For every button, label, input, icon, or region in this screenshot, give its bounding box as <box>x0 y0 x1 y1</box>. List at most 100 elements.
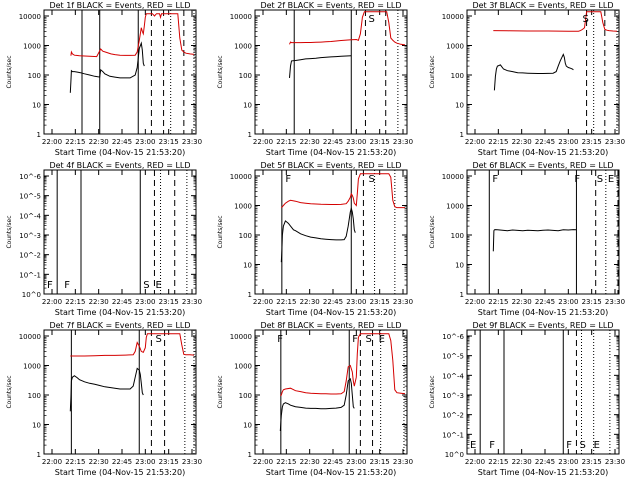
y-tick-label: 10^-1 <box>19 271 41 279</box>
y-tick-label: 10000 <box>230 13 252 21</box>
y-tick-label: 10 <box>243 422 252 430</box>
panel-det-4: Det 4f BLACK = Events, RED = LLD Counts/s… <box>6 161 202 317</box>
marker-letter: S <box>368 14 374 25</box>
marker-letter: S <box>368 174 374 185</box>
y-tick-label: 1 <box>248 451 252 459</box>
x-tick-label: 23:15 <box>159 298 179 306</box>
x-tick-label: 22:00 <box>42 298 62 306</box>
y-tick-label: 10^0 <box>22 291 41 299</box>
y-tick-label: 10 <box>243 102 252 110</box>
y-tick-label: 100 <box>239 72 252 80</box>
x-tick-label: 22:15 <box>65 298 85 306</box>
x-tick-label: 22:15 <box>276 298 296 306</box>
y-tick-label: 10 <box>32 422 41 430</box>
chart-title: Det 5f BLACK = Events, RED = LLD <box>260 161 401 170</box>
y-axis-label: Counts/sec <box>429 55 436 88</box>
x-axis-label: Start Time (04-Nov-15 21:53:20) <box>478 308 608 317</box>
x-tick-label: 23:00 <box>558 138 578 146</box>
x-tick-label: 23:00 <box>346 298 366 306</box>
x-tick-label: 22:30 <box>512 298 532 306</box>
x-tick-label: 22:00 <box>465 298 485 306</box>
x-tick-label: 23:15 <box>159 458 179 466</box>
x-tick-label: 22:15 <box>488 458 508 466</box>
plot-frame <box>254 169 408 295</box>
x-tick-label: 22:00 <box>253 298 273 306</box>
x-tick-label: 22:45 <box>535 458 555 466</box>
y-tick-label: 10 <box>455 262 464 270</box>
y-tick-label: 100 <box>451 232 464 240</box>
y-tick-label: 10^-6 <box>19 173 41 181</box>
x-tick-label: 22:45 <box>112 138 132 146</box>
x-tick-label: 23:15 <box>370 138 390 146</box>
y-tick-label: 10 <box>455 102 464 110</box>
y-tick-label: 1 <box>460 291 464 299</box>
plot-frame <box>43 329 197 455</box>
x-tick-label: 23:00 <box>135 458 155 466</box>
plot-frame <box>466 9 620 135</box>
x-tick-label: 22:15 <box>276 138 296 146</box>
panel-det-7: Det 7f BLACK = Events, RED = LLD Counts/s… <box>6 321 202 477</box>
x-axis-label: Start Time (04-Nov-15 21:53:20) <box>266 148 396 157</box>
x-tick-label: 23:00 <box>558 298 578 306</box>
plot-area <box>479 330 611 454</box>
y-tick-label: 10^-1 <box>442 431 464 439</box>
y-tick-label: 10^-4 <box>442 372 464 380</box>
x-tick-label: 23:00 <box>558 458 578 466</box>
x-tick-label: 22:30 <box>300 298 320 306</box>
x-axis-label: Start Time (04-Nov-15 21:53:20) <box>55 148 185 157</box>
marker-letter: F <box>64 280 70 291</box>
x-tick-label: 23:00 <box>346 458 366 466</box>
plot-area <box>69 330 195 454</box>
panel-det-5: Det 5f BLACK = Events, RED = LLD Counts/s… <box>217 161 413 317</box>
x-tick-label: 22:45 <box>112 298 132 306</box>
x-tick-label: 23:30 <box>605 138 625 146</box>
marker-letter: S <box>579 440 585 451</box>
y-tick-label: 10000 <box>19 13 41 21</box>
plot-area <box>488 170 619 294</box>
x-tick-label: 23:30 <box>393 458 413 466</box>
y-axis-label: Counts/sec <box>217 215 224 248</box>
lld-series-line <box>493 11 618 32</box>
x-tick-label: 23:30 <box>182 298 202 306</box>
x-tick-label: 22:45 <box>323 138 343 146</box>
events-series-line <box>69 367 144 412</box>
x-tick-label: 22:45 <box>112 458 132 466</box>
events-series-line <box>280 206 356 263</box>
y-tick-label: 10^-5 <box>19 193 41 201</box>
marker-letter: E <box>470 440 476 451</box>
chart-title: Det 2f BLACK = Events, RED = LLD <box>260 1 401 10</box>
x-tick-label: 22:15 <box>488 298 508 306</box>
x-tick-label: 23:30 <box>393 138 413 146</box>
plot-frame <box>466 169 620 295</box>
y-tick-label: 1000 <box>446 203 464 211</box>
y-tick-label: 100 <box>239 392 252 400</box>
y-tick-label: 1000 <box>234 203 252 211</box>
marker-letter: S <box>143 280 149 291</box>
x-tick-label: 23:00 <box>135 138 155 146</box>
y-tick-label: 10^-6 <box>442 333 464 341</box>
x-tick-label: 22:00 <box>465 458 485 466</box>
marker-letter: S <box>365 334 371 345</box>
plot-frame <box>466 329 620 455</box>
x-tick-label: 22:45 <box>323 458 343 466</box>
y-tick-label: 10^-2 <box>442 412 464 420</box>
x-tick-label: 22:45 <box>323 298 343 306</box>
chart-title: Det 4f BLACK = Events, RED = LLD <box>49 161 190 170</box>
y-tick-label: 1 <box>248 131 252 139</box>
x-tick-label: 22:45 <box>535 298 555 306</box>
events-series-line <box>69 41 145 93</box>
y-tick-label: 10^-3 <box>442 392 464 400</box>
y-tick-label: 10^-3 <box>19 232 41 240</box>
plot-frame <box>254 9 408 135</box>
y-axis-label: Counts/sec <box>429 215 436 248</box>
y-axis-label: Counts/sec <box>6 215 13 248</box>
lld-series-line <box>289 11 406 46</box>
x-tick-label: 23:00 <box>346 138 366 146</box>
marker-letter: F <box>492 174 498 185</box>
marker-letter: F <box>277 334 283 345</box>
lld-series-line <box>280 333 406 397</box>
x-tick-label: 22:15 <box>65 138 85 146</box>
x-tick-label: 22:00 <box>465 138 485 146</box>
plot-area <box>289 10 406 134</box>
